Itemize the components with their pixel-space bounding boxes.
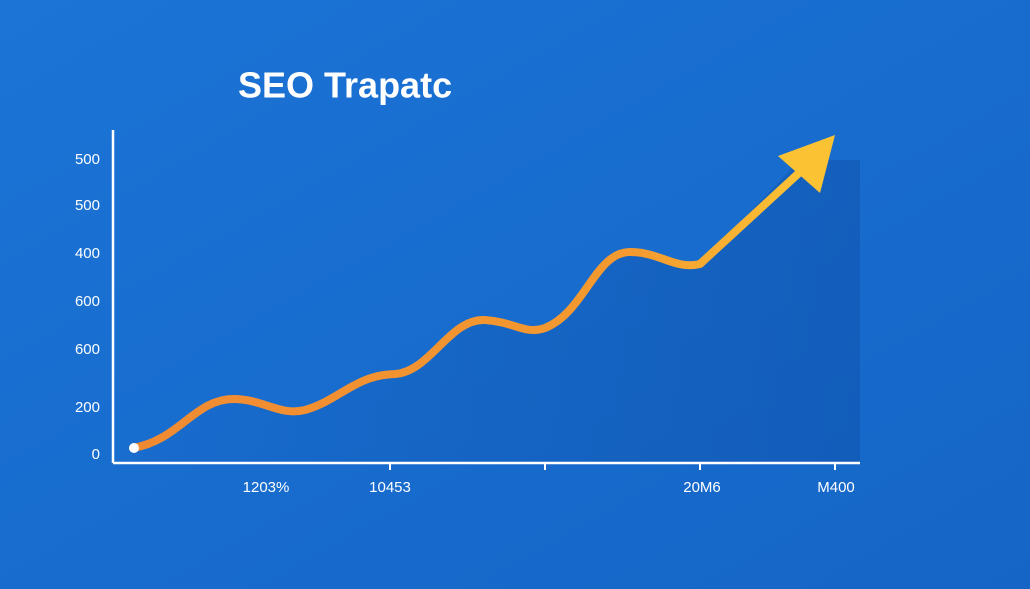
- x-label: M400: [817, 479, 855, 496]
- arrow-head: [778, 135, 835, 193]
- y-label: 500: [75, 197, 100, 214]
- y-label: 600: [75, 293, 100, 310]
- y-label: 0: [92, 446, 100, 463]
- title: SEO Trapatc: [238, 65, 452, 106]
- y-label: 500: [75, 151, 100, 168]
- start-point: [129, 443, 139, 453]
- y-label: 200: [75, 399, 100, 416]
- y-label: 400: [75, 245, 100, 262]
- x-label: 10453: [369, 479, 411, 496]
- area: [133, 160, 860, 463]
- x-label: 1203%: [243, 479, 290, 496]
- y-label: 600: [75, 341, 100, 358]
- trend-line: [129, 168, 804, 452]
- x-label: 20M6: [683, 479, 721, 496]
